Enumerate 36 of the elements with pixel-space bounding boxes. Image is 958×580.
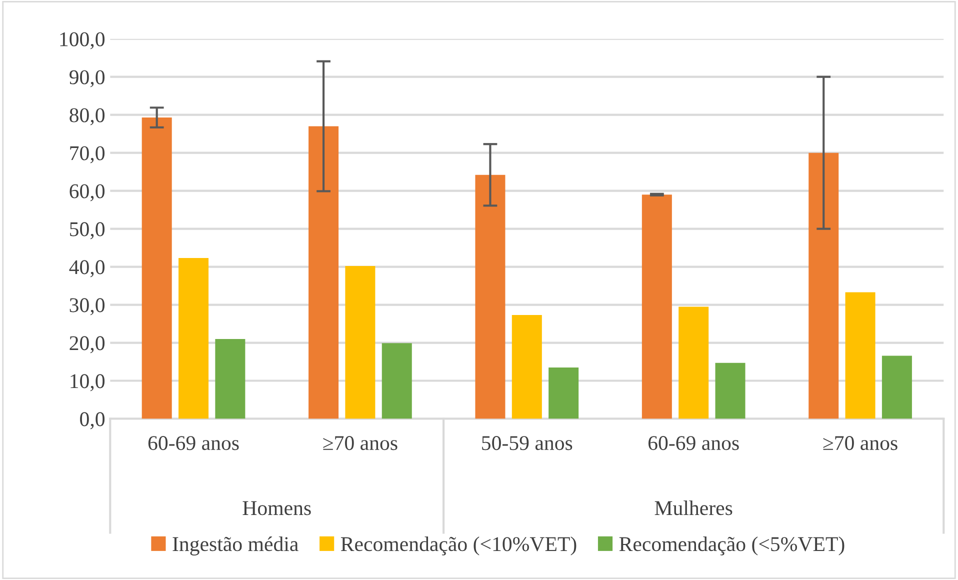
y-tick-label: 30,0: [70, 298, 105, 316]
y-tick-label: 10,0: [70, 374, 105, 392]
bar: [215, 338, 246, 419]
y-tick-label: 50,0: [70, 222, 105, 240]
y-tick-label: 40,0: [69, 260, 105, 278]
text: Mulheres: [654, 500, 732, 516]
bar: [808, 152, 839, 419]
y-tick-label: 80,0: [70, 108, 105, 126]
bar: [548, 367, 579, 419]
bar: [308, 126, 339, 419]
y-tick-label: 90,0: [70, 70, 105, 88]
x-tick-label: 60-69 anos: [648, 436, 739, 450]
text: Homens: [242, 501, 311, 516]
bar: [715, 362, 746, 419]
bar: [642, 194, 672, 419]
bar: [142, 118, 172, 419]
bar: [512, 315, 542, 419]
bar: [382, 343, 412, 419]
legend-label: Recomendação (<5%VET): [619, 536, 844, 556]
y-tick-label: 0,0: [80, 412, 105, 430]
y-tick-label: 60,0: [70, 184, 105, 202]
y-tick-label: 70,0: [70, 146, 105, 164]
x-tick-label: ≥70 anos: [823, 436, 898, 450]
y-tick-label: 20,0: [70, 336, 105, 354]
x-tick-label: 50-59 anos: [482, 436, 572, 450]
bar: [845, 292, 876, 419]
bar: [678, 306, 709, 419]
x-tick-label: 60-69 anos: [148, 436, 239, 450]
bar: [345, 266, 376, 419]
bar: [178, 258, 209, 419]
legend-label: Recomendação (<10%VET): [340, 536, 576, 556]
bar: [475, 174, 506, 419]
y-tick-label: 100,0: [60, 32, 105, 50]
x-tick-label: ≥70 anos: [323, 436, 398, 450]
legend-label: Ingestão média: [172, 536, 298, 556]
bar: [882, 356, 912, 419]
